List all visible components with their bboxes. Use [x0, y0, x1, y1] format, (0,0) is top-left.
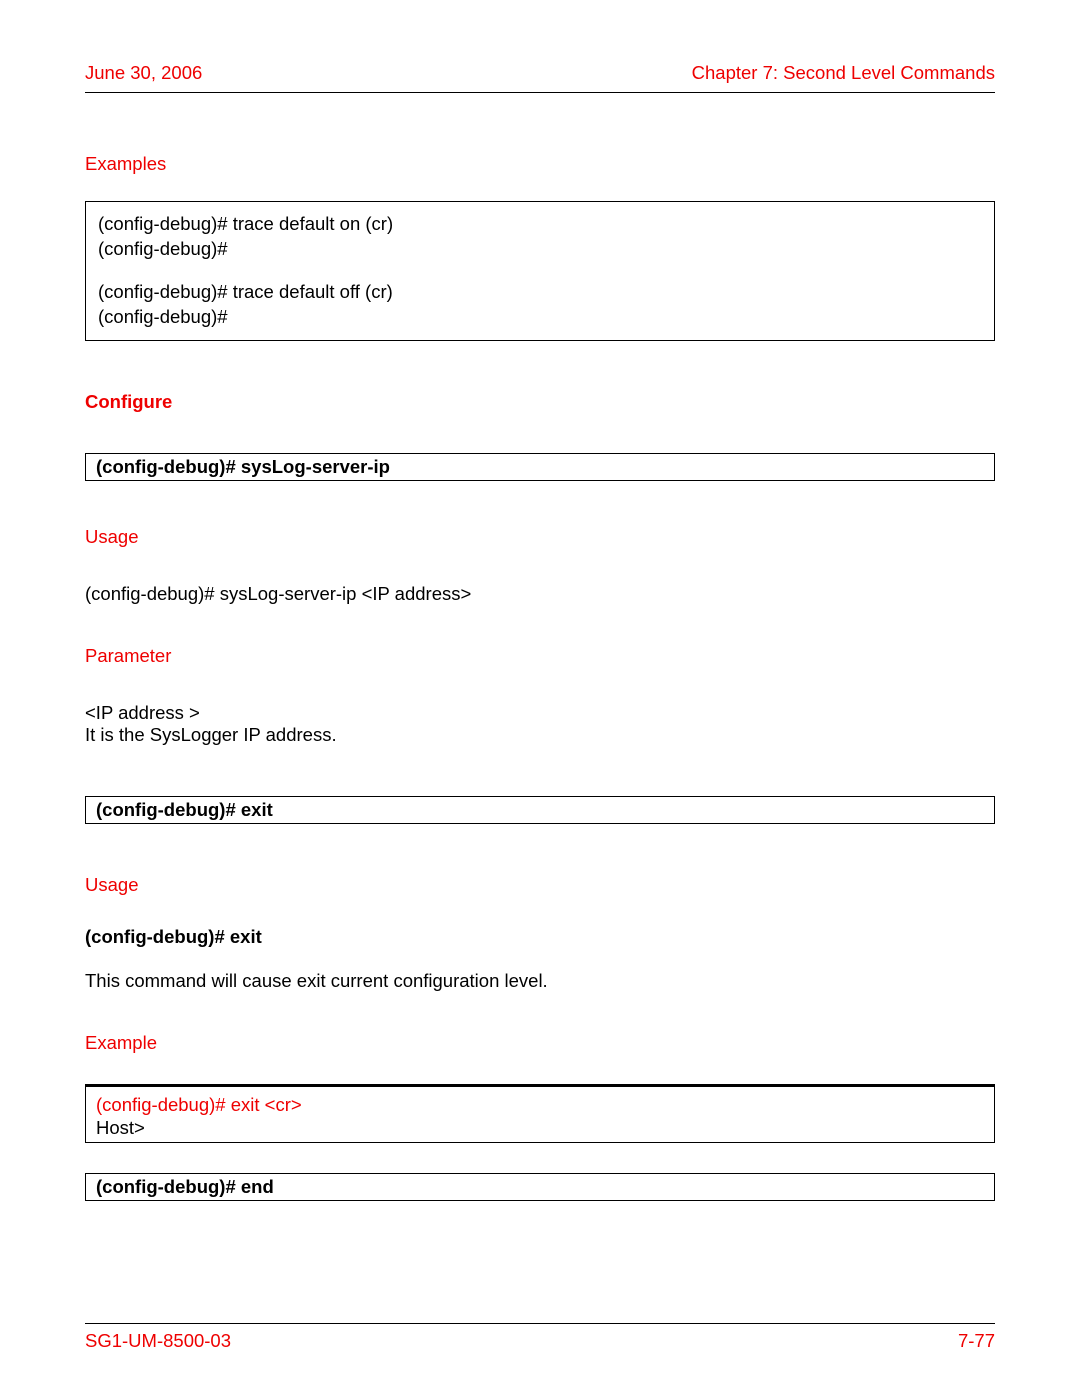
cmd-box-exit: (config-debug)# exit [85, 796, 995, 824]
section-usage-1: Usage [85, 526, 995, 548]
cmd-box-syslog: (config-debug)# sysLog-server-ip [85, 453, 995, 481]
example-box-2: (config-debug)# exit <cr> Host> [85, 1084, 995, 1143]
usage-2-bold: (config-debug)# exit [85, 926, 995, 948]
header-date: June 30, 2006 [85, 62, 202, 84]
footer-doc-id: SG1-UM-8500-03 [85, 1330, 231, 1352]
examples-box: (config-debug)# trace default on (cr) (c… [85, 201, 995, 341]
parameter-line-2: It is the SysLogger IP address. [85, 724, 995, 746]
section-usage-2: Usage [85, 874, 995, 896]
parameter-line-1: <IP address > [85, 702, 995, 724]
example2-red-line: (config-debug)# exit <cr> [96, 1093, 984, 1116]
example-line: (config-debug)# trace default on (cr) [98, 212, 982, 237]
example-line: (config-debug)# [98, 305, 982, 330]
header-chapter: Chapter 7: Second Level Commands [692, 62, 995, 84]
page-footer: SG1-UM-8500-03 7-77 [85, 1323, 995, 1352]
section-parameter: Parameter [85, 645, 995, 667]
page: June 30, 2006 Chapter 7: Second Level Co… [0, 0, 1080, 1397]
page-header: June 30, 2006 Chapter 7: Second Level Co… [85, 62, 995, 84]
example-line: (config-debug)# [98, 237, 982, 262]
example2-black-line: Host> [96, 1116, 984, 1139]
section-configure: Configure [85, 391, 995, 413]
example-line: (config-debug)# trace default off (cr) [98, 280, 982, 305]
footer-rule [85, 1323, 995, 1324]
usage-1-text: (config-debug)# sysLog-server-ip <IP add… [85, 583, 995, 605]
section-example: Example [85, 1032, 995, 1054]
cmd-box-end: (config-debug)# end [85, 1173, 995, 1201]
footer-page-num: 7-77 [958, 1330, 995, 1352]
usage-2-desc: This command will cause exit current con… [85, 970, 995, 992]
section-examples: Examples [85, 153, 995, 175]
